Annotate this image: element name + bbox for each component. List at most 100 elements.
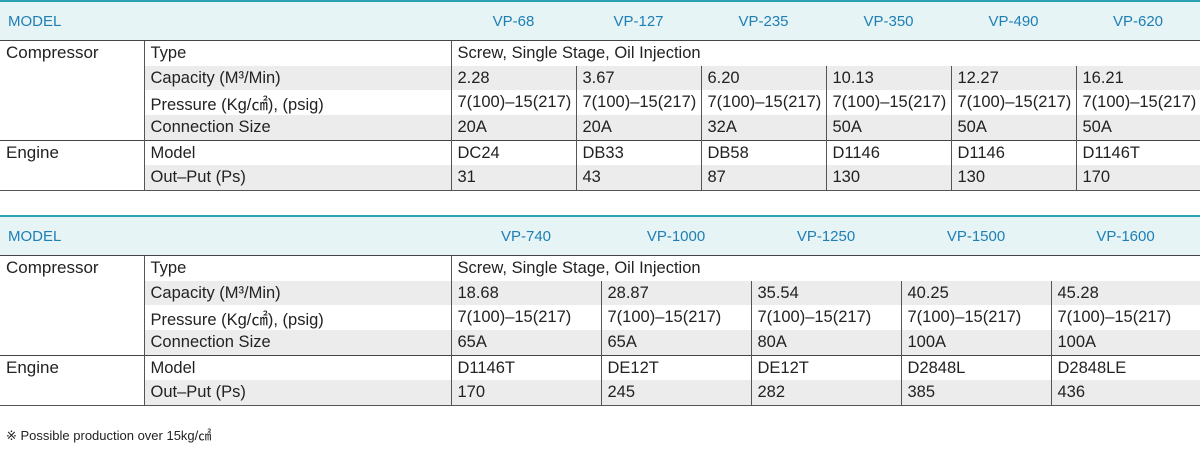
table-cell: 7(100)–15(217)	[450, 90, 576, 116]
compressor-category: Compressor	[0, 40, 144, 141]
table-cell: 20A	[450, 115, 576, 141]
connection-row: Connection Size 20A 20A 32A 50A 50A 50A	[0, 115, 1200, 141]
row-label: Pressure (Kg/㎠), (psig)	[143, 90, 451, 116]
table-cell: 170	[450, 380, 601, 406]
table-cell: 28.87	[600, 280, 751, 306]
table-cell: 385	[900, 380, 1051, 406]
engine-model-row: Engine Model D1146T DE12T DE12T D2848L D…	[0, 354, 1200, 406]
table-cell: 12.27	[950, 65, 1076, 91]
table-cell: 7(100)–15(217)	[900, 305, 1051, 331]
model-header: MODEL	[0, 0, 451, 41]
table-cell: 43	[575, 165, 701, 191]
table-cell: 7(100)–15(217)	[450, 305, 601, 331]
row-label: Connection Size	[143, 115, 451, 141]
capacity-row: Capacity (M³/Min) 2.28 3.67 6.20 10.13 1…	[0, 65, 1200, 91]
table-cell: 3.67	[575, 65, 701, 91]
compressor-category: Compressor	[0, 255, 144, 356]
row-label: Capacity (M³/Min)	[143, 280, 451, 306]
table-cell: 31	[450, 165, 576, 191]
table-cell: 80A	[750, 330, 901, 356]
table-cell: 2.28	[450, 65, 576, 91]
table-cell: D1146T	[1075, 139, 1200, 166]
table-cell: 130	[950, 165, 1076, 191]
row-label: Type	[143, 39, 451, 66]
table-cell: 50A	[1075, 115, 1200, 141]
table-cell: 282	[750, 380, 901, 406]
model-name: VP-620	[1076, 0, 1200, 41]
table-cell: 65A	[450, 330, 601, 356]
output-row: Out–Put (Ps) 170 245 282 385 436	[0, 380, 1200, 406]
table-cell: DC24	[450, 139, 576, 166]
capacity-row: Capacity (M³/Min) 18.68 28.87 35.54 40.2…	[0, 280, 1200, 306]
row-label: Model	[143, 139, 451, 166]
table-cell: 50A	[950, 115, 1076, 141]
table-cell: 100A	[900, 330, 1051, 356]
table-cell: 6.20	[700, 65, 826, 91]
header-row: MODEL VP-68 VP-127 VP-235 VP-350 VP-490 …	[0, 0, 1200, 41]
model-name: VP-490	[951, 0, 1076, 41]
row-label: Pressure (Kg/㎠), (psig)	[143, 305, 451, 331]
engine-category: Engine	[0, 354, 144, 406]
table-cell: 7(100)–15(217)	[950, 90, 1076, 116]
table-cell: 50A	[825, 115, 951, 141]
table-cell: 245	[600, 380, 751, 406]
model-name: VP-1500	[901, 215, 1051, 256]
table-cell: 10.13	[825, 65, 951, 91]
table-cell: 45.28	[1050, 280, 1200, 306]
model-name: VP-1250	[751, 215, 901, 256]
table-cell: 7(100)–15(217)	[750, 305, 901, 331]
table-cell: 7(100)–15(217)	[1050, 305, 1200, 331]
model-name: VP-68	[451, 0, 576, 41]
table-cell: 7(100)–15(217)	[600, 305, 751, 331]
table-cell: D1146	[825, 139, 951, 166]
row-label: Out–Put (Ps)	[143, 380, 451, 406]
model-name: VP-740	[451, 215, 601, 256]
pressure-row: Pressure (Kg/㎠), (psig) 7(100)–15(217) 7…	[0, 90, 1200, 116]
table-cell: DB33	[575, 139, 701, 166]
table-cell: 20A	[575, 115, 701, 141]
row-label: Capacity (M³/Min)	[143, 65, 451, 91]
table-cell: 7(100)–15(217)	[825, 90, 951, 116]
table-cell: 40.25	[900, 280, 1051, 306]
table-cell: 436	[1050, 380, 1200, 406]
type-row: Compressor Type Screw, Single Stage, Oil…	[0, 39, 1200, 141]
table-cell: 32A	[700, 115, 826, 141]
type-value: Screw, Single Stage, Oil Injection	[450, 254, 1200, 281]
table-cell: D1146T	[450, 354, 601, 381]
row-label: Model	[143, 354, 451, 381]
spec-table-1: MODEL VP-68 VP-127 VP-235 VP-350 VP-490 …	[0, 0, 1200, 192]
pressure-row: Pressure (Kg/㎠), (psig) 7(100)–15(217) 7…	[0, 305, 1200, 331]
model-name: VP-350	[826, 0, 951, 41]
spec-table-2: MODEL VP-740 VP-1000 VP-1250 VP-1500 VP-…	[0, 215, 1200, 407]
table-cell: 7(100)–15(217)	[1075, 90, 1200, 116]
model-name: VP-235	[701, 0, 826, 41]
row-label: Connection Size	[143, 330, 451, 356]
engine-category: Engine	[0, 139, 144, 191]
type-value: Screw, Single Stage, Oil Injection	[450, 39, 1200, 66]
row-label: Type	[143, 254, 451, 281]
table-cell: 35.54	[750, 280, 901, 306]
table-cell: 170	[1075, 165, 1200, 191]
engine-model-row: Engine Model DC24 DB33 DB58 D1146 D1146 …	[0, 139, 1200, 191]
model-name: VP-127	[576, 0, 701, 41]
model-name: VP-1600	[1051, 215, 1200, 256]
table-cell: DE12T	[600, 354, 751, 381]
table-cell: 16.21	[1075, 65, 1200, 91]
table-cell: DB58	[700, 139, 826, 166]
footnote: ※ Possible production over 15kg/㎠	[6, 428, 212, 443]
table-cell: 18.68	[450, 280, 601, 306]
row-label: Out–Put (Ps)	[143, 165, 451, 191]
table-cell: 7(100)–15(217)	[575, 90, 701, 116]
table-cell: D1146	[950, 139, 1076, 166]
type-row: Compressor Type Screw, Single Stage, Oil…	[0, 254, 1200, 356]
connection-row: Connection Size 65A 65A 80A 100A 100A	[0, 330, 1200, 356]
table-cell: D2848L	[900, 354, 1051, 381]
table-cell: D2848LE	[1050, 354, 1200, 381]
table-cell: 87	[700, 165, 826, 191]
table-cell: 7(100)–15(217)	[700, 90, 826, 116]
table-cell: DE12T	[750, 354, 901, 381]
table-cell: 100A	[1050, 330, 1200, 356]
model-header: MODEL	[0, 215, 451, 256]
model-name: VP-1000	[601, 215, 751, 256]
header-row: MODEL VP-740 VP-1000 VP-1250 VP-1500 VP-…	[0, 215, 1200, 256]
